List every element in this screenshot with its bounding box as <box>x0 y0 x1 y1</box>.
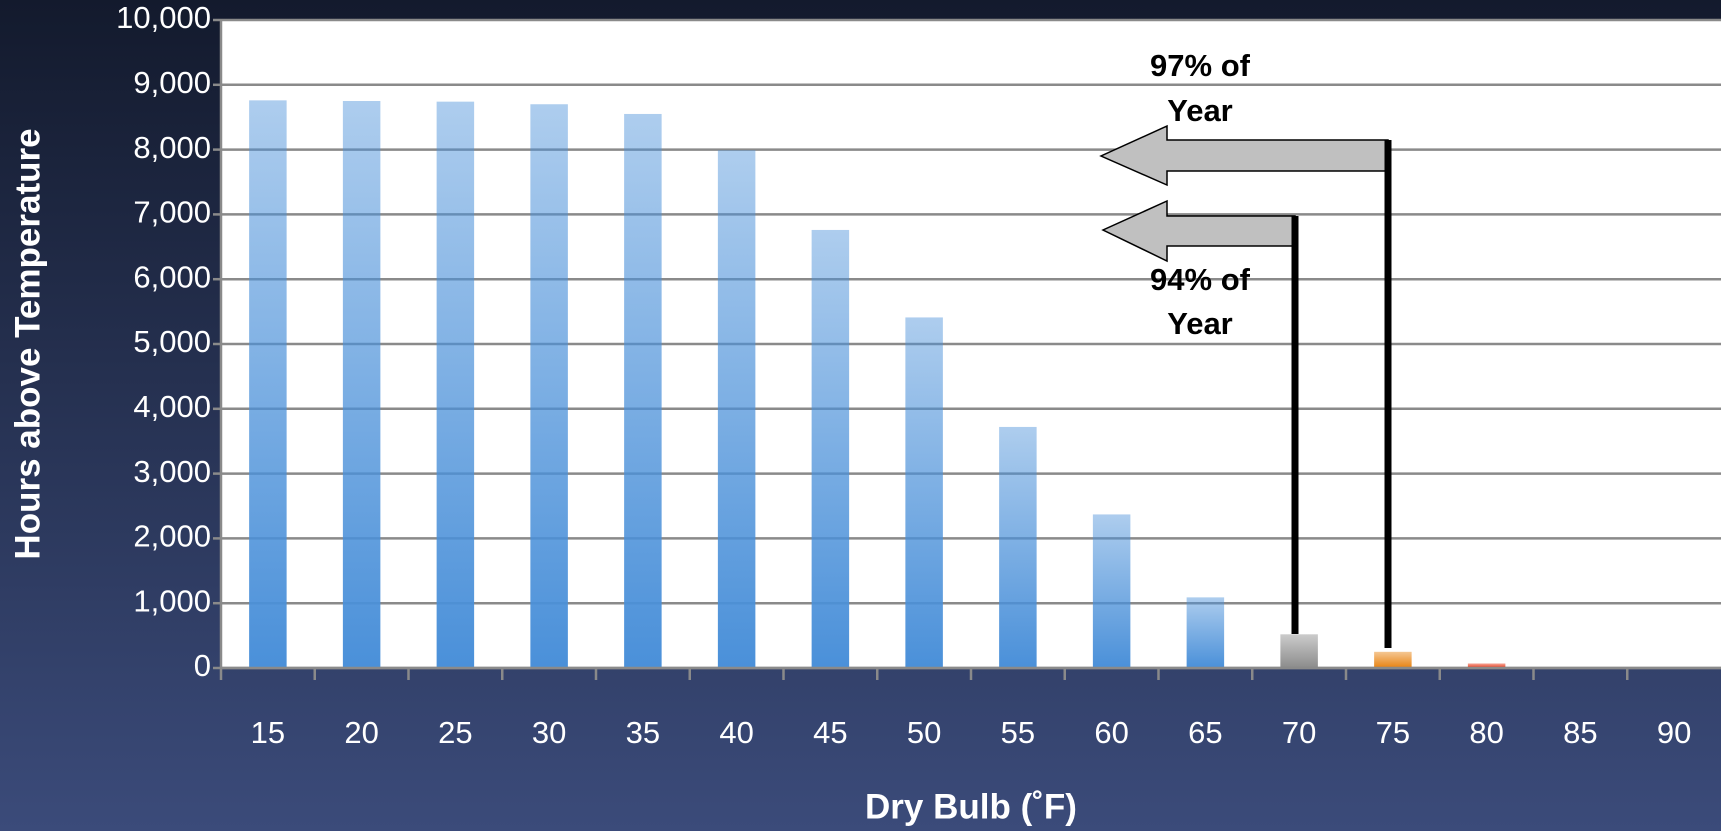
annotation: 94% of <box>1150 262 1251 297</box>
x-tick-label: 60 <box>1094 715 1128 750</box>
y-axis-title: Hours above Temperature <box>8 128 47 559</box>
x-tick-label: 75 <box>1376 715 1410 750</box>
y-tick-label: 1,000 <box>133 583 211 618</box>
x-tick-label: 85 <box>1563 715 1597 750</box>
y-tick-label: 5,000 <box>133 324 211 359</box>
bar <box>342 101 381 668</box>
y-tick-label: 4,000 <box>133 389 211 424</box>
bar <box>1467 663 1506 668</box>
annotation: Year <box>1167 93 1233 128</box>
bar <box>530 104 568 669</box>
marks <box>213 18 1721 680</box>
x-tick-label: 50 <box>907 715 941 750</box>
x-tick-label: 35 <box>626 715 660 750</box>
y-tick-label: 10,000 <box>116 0 211 35</box>
bar <box>1374 651 1412 668</box>
y-tick-label: 6,000 <box>133 259 211 294</box>
x-tick-label: 55 <box>1001 715 1035 750</box>
y-tick-label: 9,000 <box>133 65 211 100</box>
bar <box>717 150 756 669</box>
x-tick-label: 15 <box>251 715 285 750</box>
x-tick-label: 30 <box>532 715 566 750</box>
y-tick-label: 0 <box>194 648 211 683</box>
y-tick-label: 3,000 <box>133 454 211 489</box>
annotation: Year <box>1167 306 1233 341</box>
x-tick-label: 25 <box>438 715 472 750</box>
y-tick-label: 8,000 <box>133 130 211 165</box>
x-tick-label: 80 <box>1469 715 1503 750</box>
bar <box>624 113 662 668</box>
annotation: 97% of <box>1150 48 1251 83</box>
x-tick-label: 40 <box>719 715 753 750</box>
x-tick-label: 70 <box>1282 715 1316 750</box>
x-tick-label: 65 <box>1188 715 1222 750</box>
bar <box>999 426 1037 668</box>
arrow <box>1099 124 1389 187</box>
y-tick-label: 2,000 <box>133 519 211 554</box>
bar <box>1092 514 1131 668</box>
arrow <box>1101 199 1296 263</box>
x-tick-label: 45 <box>813 715 847 750</box>
bar <box>249 100 287 669</box>
arrow-97 <box>1099 124 1392 648</box>
x-tick-label: 20 <box>344 715 378 750</box>
x-tick-label: 90 <box>1657 715 1691 750</box>
x-axis-title: Dry Bulb (˚F) <box>865 787 1077 826</box>
bar <box>811 229 850 668</box>
y-tick-label: 7,000 <box>133 195 211 230</box>
arrow-94 <box>1101 199 1299 634</box>
bar <box>436 101 475 668</box>
bar <box>1280 634 1318 668</box>
bar <box>905 317 943 668</box>
bar <box>1186 597 1225 668</box>
